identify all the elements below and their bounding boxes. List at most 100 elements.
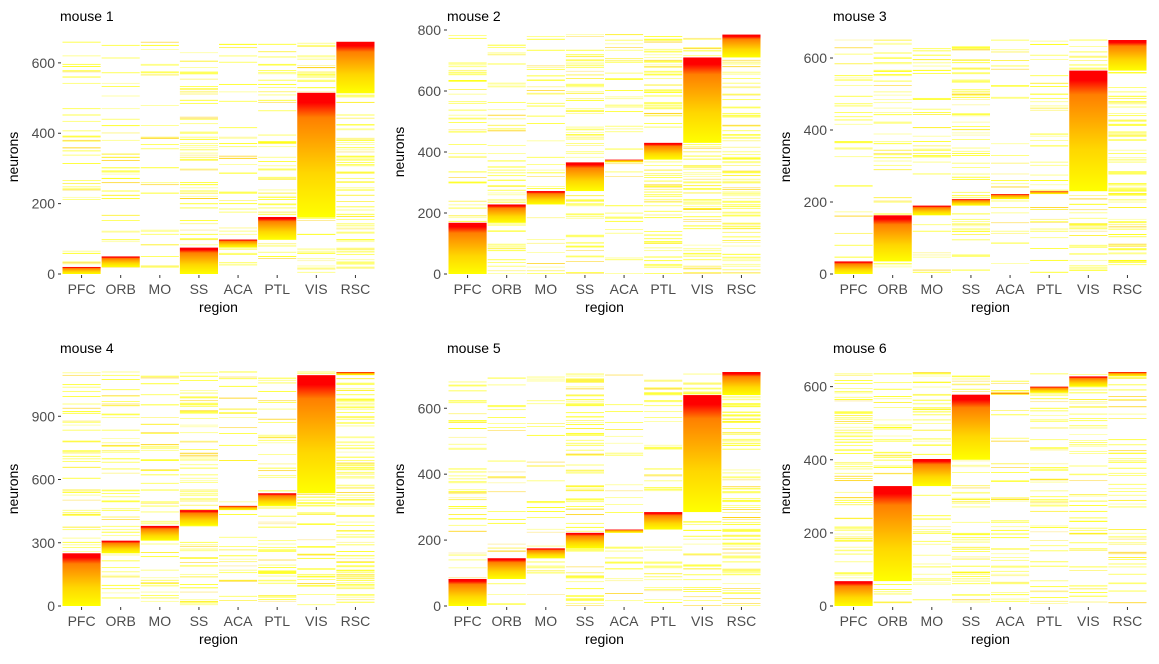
neuron-line [336, 248, 375, 250]
neuron-line [179, 396, 218, 397]
neuron-line [722, 200, 761, 202]
x-tick-label: RSC [1113, 613, 1143, 629]
neuron-line [219, 143, 258, 144]
y-tick-label: 600 [804, 50, 828, 66]
neuron-line [722, 208, 761, 209]
neuron-line [644, 446, 683, 448]
neuron-line [722, 404, 761, 406]
neuron-line [487, 160, 526, 162]
neuron-line [722, 265, 761, 267]
neuron-line [448, 118, 487, 120]
neuron-line [951, 255, 990, 257]
neuron-line [1108, 563, 1147, 565]
x-tick-label: ORB [878, 613, 908, 629]
neuron-line [179, 143, 218, 144]
neuron-line [297, 80, 336, 82]
neuron-line [683, 520, 722, 522]
neuron-line [565, 34, 604, 36]
neuron-line [336, 442, 375, 444]
neuron-line [101, 516, 140, 518]
neuron-line [336, 187, 375, 189]
x-tick-label: ACA [996, 281, 1025, 297]
neuron-line [644, 573, 683, 575]
neuron-line [1108, 590, 1147, 592]
neuron-line [1030, 109, 1069, 111]
active-neuron-block [873, 486, 912, 582]
neuron-line [644, 480, 683, 482]
neuron-line [722, 548, 761, 550]
neuron-line [683, 176, 722, 177]
neuron-line [565, 49, 604, 51]
neuron-line [951, 547, 990, 549]
neuron-line [1030, 54, 1069, 56]
neuron-line [912, 271, 951, 273]
region-column-mo [912, 48, 951, 273]
neuron-line [448, 471, 487, 473]
neuron-line [873, 121, 912, 123]
neuron-line [834, 553, 873, 555]
neuron-line [644, 273, 683, 274]
neuron-line [683, 387, 722, 389]
x-tick-label: RSC [341, 281, 371, 297]
neuron-line [834, 420, 873, 422]
neuron-line [179, 467, 218, 469]
neuron-line [605, 593, 644, 594]
neuron-line [336, 422, 375, 423]
neuron-line [487, 273, 526, 274]
neuron-line [1108, 149, 1147, 151]
neuron-line [565, 86, 604, 88]
neuron-line [448, 80, 487, 82]
neuron-line [258, 523, 297, 525]
neuron-line [605, 411, 644, 413]
neuron-line [101, 177, 140, 179]
neuron-line [336, 206, 375, 208]
neuron-line [258, 43, 297, 45]
active-neuron-block [951, 394, 990, 460]
neuron-line [873, 62, 912, 64]
neuron-line [722, 509, 761, 510]
neuron-line [644, 590, 683, 592]
neuron-line [258, 599, 297, 601]
neuron-line [258, 505, 297, 507]
neuron-line [62, 188, 101, 190]
neuron-line [258, 156, 297, 158]
neuron-line [179, 229, 218, 231]
neuron-line [951, 383, 990, 385]
active-neuron-block [1069, 376, 1108, 387]
neuron-line [565, 153, 604, 155]
neuron-line [912, 423, 951, 424]
neuron-line [873, 141, 912, 143]
neuron-line [140, 432, 179, 434]
neuron-line [336, 201, 375, 202]
neuron-line [912, 554, 951, 556]
neuron-line [258, 401, 297, 403]
neuron-line [258, 543, 297, 545]
neuron-line [722, 583, 761, 585]
neuron-line [873, 85, 912, 86]
neuron-line [912, 382, 951, 384]
neuron-line [448, 402, 487, 404]
neuron-line [336, 471, 375, 473]
y-tick-label: 0 [47, 266, 55, 282]
neuron-line [605, 435, 644, 437]
neuron-line [1030, 527, 1069, 528]
neuron-line [219, 565, 258, 567]
neuron-line [1030, 248, 1069, 249]
neuron-line [1030, 479, 1069, 481]
neuron-line [526, 49, 565, 51]
neuron-line [297, 583, 336, 585]
neuron-line [448, 506, 487, 508]
neuron-line [1069, 425, 1108, 427]
neuron-line [219, 580, 258, 582]
neuron-line [101, 396, 140, 397]
active-neuron-block [1108, 372, 1147, 377]
neuron-line [565, 234, 604, 236]
neuron-line [1069, 203, 1108, 205]
neuron-line [336, 172, 375, 174]
neuron-line [448, 64, 487, 66]
neuron-line [448, 481, 487, 483]
neuron-line [873, 213, 912, 215]
neuron-line [101, 57, 140, 59]
neuron-line [140, 505, 179, 507]
neuron-line [722, 253, 761, 255]
